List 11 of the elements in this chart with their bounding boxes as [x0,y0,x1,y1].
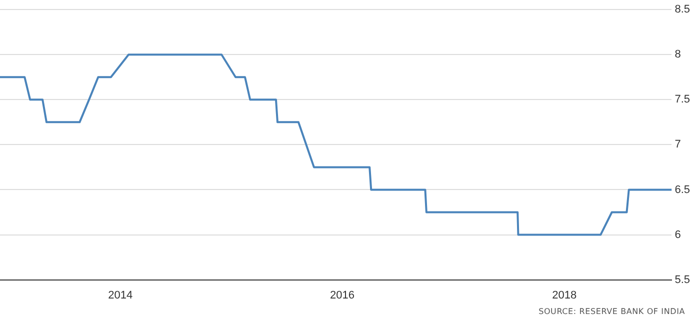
source-note: SOURCE: RESERVE BANK OF INDIA [538,307,685,316]
y-tick-label: 8.5 [674,4,690,16]
x-tick-label: 2014 [108,289,133,302]
x-tick-label: 2016 [330,289,354,302]
y-tick-label: 7 [674,138,681,151]
x-tick-label: 2018 [552,289,577,302]
y-tick-label: 6 [674,228,681,241]
y-tick-label: 5.5 [674,274,690,286]
y-tick-label: 7.5 [674,94,690,106]
y-tick-label: 6.5 [674,184,690,196]
y-tick-label: 8 [674,48,681,61]
